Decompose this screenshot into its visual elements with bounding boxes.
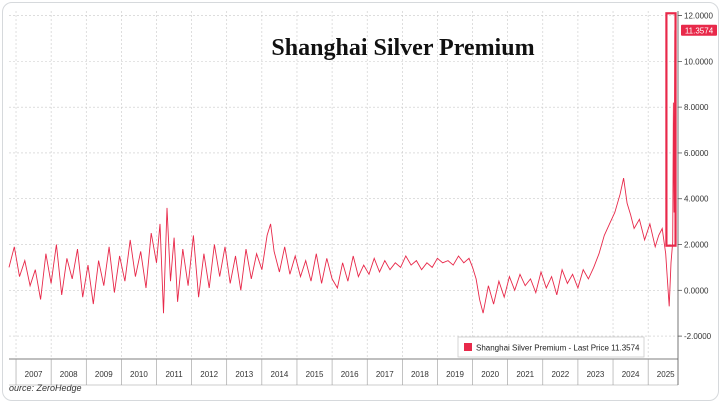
y-tick-label: 10.0000 (684, 57, 713, 66)
highlight-box (665, 12, 677, 247)
y-tick-label: -2.0000 (684, 332, 712, 341)
x-tick-label: 2016 (341, 370, 359, 379)
x-tick-label: 2021 (516, 370, 534, 379)
last-price-label: 11.3574 (685, 26, 714, 35)
x-tick-label: 2017 (376, 370, 394, 379)
y-tick-label: 6.0000 (684, 149, 709, 158)
x-tick-label: 2015 (306, 370, 324, 379)
x-tick-label: 2020 (481, 370, 499, 379)
x-tick-label: 2012 (200, 370, 218, 379)
chart-canvas: 2007 2008 2009 2010 2011 2012 2013 2014 2015 2016… (8, 11, 717, 386)
x-tick-label: 2009 (95, 370, 113, 379)
x-tick-label: 2023 (587, 370, 605, 379)
x-tick-label: 2018 (411, 370, 429, 379)
y-tick-label: 2.0000 (684, 241, 709, 250)
x-tick-label: 2025 (657, 370, 675, 379)
x-tick-label: 2019 (446, 370, 464, 379)
legend: Shanghai Silver Premium - Last Price 11.… (457, 336, 645, 358)
x-axis: 2007 2008 2009 2010 2011 2012 2013 2014 2015 2016… (9, 358, 678, 386)
last-price-badge (681, 24, 717, 36)
x-tick-label: 2010 (130, 370, 148, 379)
x-tick-label: 2024 (622, 370, 640, 379)
last-price-tag: 11.3574 (681, 24, 717, 36)
legend-box (457, 336, 645, 358)
y-tick-label: 8.0000 (684, 103, 709, 112)
chart-title: Shanghai Silver Premium (271, 35, 534, 61)
y-tick-label: 4.0000 (684, 195, 709, 204)
x-tick-label: 2013 (235, 370, 253, 379)
legend-swatch (464, 343, 472, 351)
x-tick-label: 2011 (165, 370, 183, 379)
grid (9, 11, 678, 359)
y-tick-label: 12.0000 (684, 12, 713, 21)
y-tick-label: 0.0000 (684, 286, 709, 295)
x-tick-label: 2022 (551, 370, 569, 379)
series-line-shanghai-silver-premium (8, 30, 676, 314)
x-tick-label: 2008 (60, 370, 78, 379)
y-axis: 12.0000 10.0000 8.0000 6.0000 4.0000 2.0000 0.… (677, 11, 713, 385)
x-tick-label: 2007 (25, 370, 43, 379)
x-tick-label: 2014 (271, 370, 289, 379)
source-credit: ource: ZeroHedge (9, 383, 82, 393)
legend-label: Shanghai Silver Premium - Last Price 11.… (476, 344, 640, 353)
